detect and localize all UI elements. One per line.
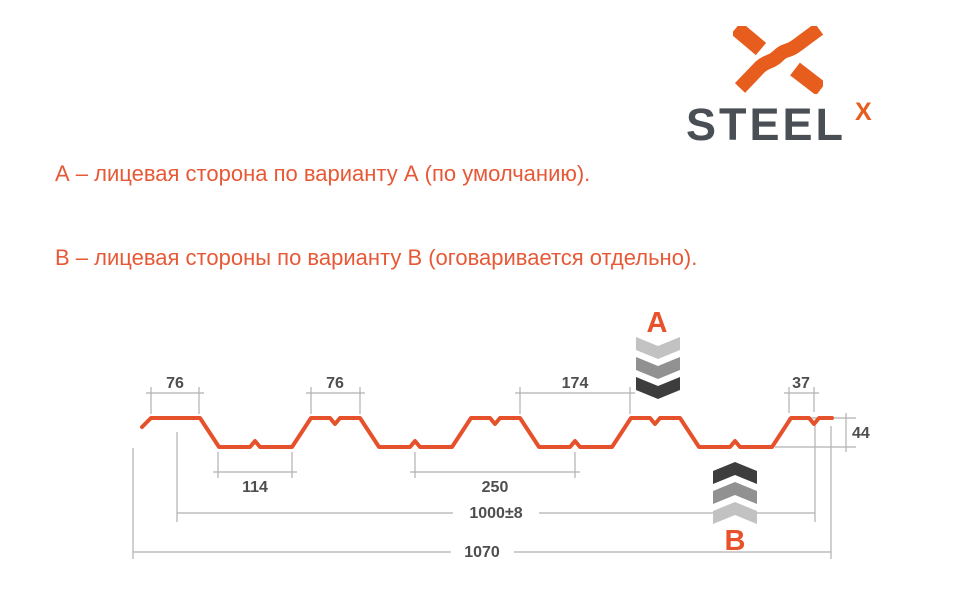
dimension-edge-crest: 37 bbox=[784, 375, 819, 413]
variant-b-arrow: В bbox=[713, 462, 757, 557]
chevron-down-icon bbox=[636, 377, 680, 399]
variant-a-arrow: А bbox=[636, 307, 680, 399]
dim-label-profile-height: 44 bbox=[852, 425, 870, 442]
dimension-profile-height: 44 bbox=[775, 413, 870, 452]
dim-label-valley-width: 114 bbox=[242, 479, 268, 496]
dimension-rib-pitch: 250 bbox=[410, 452, 580, 496]
dim-label-edge-crest: 37 bbox=[792, 375, 810, 392]
dimension-crest-1: 76 bbox=[146, 375, 204, 414]
variant-a-label: А bbox=[647, 307, 668, 339]
note-variant-a: А – лицевая сторона по варианту А (по ум… bbox=[55, 161, 591, 186]
dimension-overall-width: 1070 bbox=[132, 426, 832, 561]
note-variant-b: В – лицевая стороны по варианту В (огова… bbox=[55, 245, 698, 270]
chevron-down-icon bbox=[636, 337, 680, 359]
dim-label-crest-2: 76 bbox=[326, 375, 344, 392]
dim-label-rib-pitch: 250 bbox=[482, 479, 509, 496]
dim-label-overall-width: 1070 bbox=[464, 544, 500, 561]
logo-x-ribbon bbox=[734, 26, 823, 93]
dimension-working-width: 1000±8 bbox=[176, 424, 816, 522]
steelx-logo: STEEL X bbox=[686, 98, 906, 150]
dim-label-crest-1: 76 bbox=[166, 375, 184, 392]
logo-brand-text: STEEL bbox=[686, 99, 847, 150]
steelx-logo-icon bbox=[733, 26, 823, 94]
logo-x-arm-bottom-right bbox=[790, 62, 823, 94]
logo-sup-x: X bbox=[855, 98, 872, 126]
chevron-down-icon bbox=[636, 357, 680, 379]
dim-label-working-width: 1000±8 bbox=[469, 505, 522, 522]
variant-b-label: В bbox=[725, 525, 746, 557]
chevron-up-icon bbox=[713, 462, 757, 484]
dimension-valley-opening: 174 bbox=[515, 375, 635, 414]
logo-x-arm-top-left bbox=[733, 26, 767, 56]
chevron-up-icon bbox=[713, 502, 757, 524]
dimension-crest-2: 76 bbox=[306, 375, 365, 414]
dimension-valley-width: 114 bbox=[213, 452, 297, 496]
dim-label-valley-opening: 174 bbox=[562, 375, 589, 392]
chevron-up-icon bbox=[713, 482, 757, 504]
profile-outline bbox=[140, 416, 834, 449]
